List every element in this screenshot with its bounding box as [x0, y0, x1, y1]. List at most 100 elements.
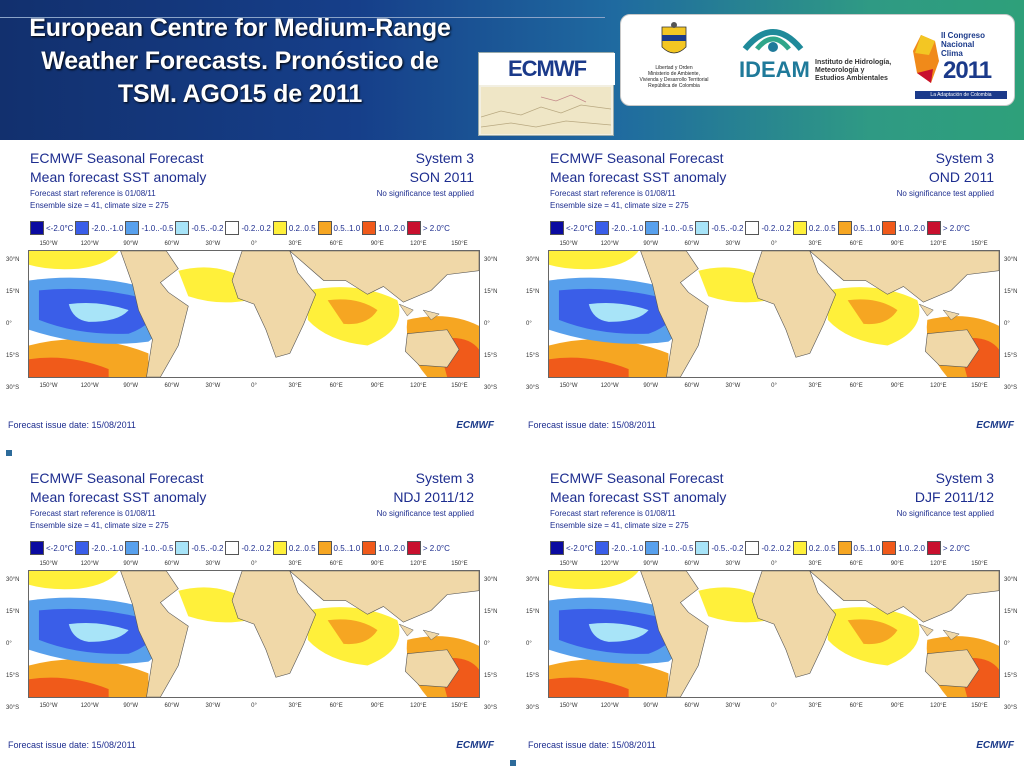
legend-swatch [695, 221, 710, 235]
color-legend: <-2.0°C -2.0..-1.0 -1.0..-0.5 -0.5..-0.2… [550, 540, 1002, 556]
lon-label: 90°W [123, 561, 139, 567]
lat-axis-right: 30°N 15°N 0° 15°S 30°S [484, 570, 504, 711]
lon-label: 120°W [80, 703, 99, 709]
lon-label: 150°E [451, 241, 468, 247]
legend-item: 0.2..0.5 [792, 220, 836, 236]
lon-label: 60°W [684, 703, 700, 709]
lon-label: 90°W [123, 383, 139, 389]
legend-item: -0.2..0.2 [745, 540, 791, 556]
lat-label: 15°S [1004, 353, 1018, 360]
lon-label: 120°E [930, 561, 947, 567]
legend-label: -0.5..-0.2 [191, 223, 224, 233]
forecast-panel: ECMWF Seasonal Forecast Mean forecast SS… [2, 142, 502, 452]
lon-label: 120°W [80, 383, 99, 389]
lon-label: 30°E [288, 383, 302, 389]
lat-label: 0° [526, 321, 532, 328]
season-label: NDJ 2011/12 [393, 489, 474, 505]
issue-date: Forecast issue date: 15/08/2011 [8, 420, 136, 430]
lon-label: 60°W [684, 241, 700, 247]
legend-label: -0.2..0.2 [241, 543, 271, 553]
legend-swatch [595, 221, 610, 235]
lon-label: 90°E [370, 561, 384, 567]
legend-swatch [75, 541, 90, 555]
lat-label: 0° [1004, 641, 1010, 648]
lon-label: 60°W [164, 383, 180, 389]
ecmwf-logo: ECMWF [507, 56, 587, 81]
legend-label: -1.0..-0.5 [661, 543, 694, 553]
forecast-panel: ECMWF Seasonal Forecast Mean forecast SS… [522, 462, 1022, 768]
lat-axis-left: 30°N 15°N 0° 15°S 30°S [6, 250, 26, 391]
lat-axis-left: 30°N 15°N 0° 15°S 30°S [6, 570, 26, 711]
lat-label: 15°S [6, 673, 20, 680]
lat-axis-right: 30°N 15°N 0° 15°S 30°S [484, 250, 504, 391]
ecmwf-logo-box: ECMWF [478, 52, 615, 136]
lat-label: 15°N [6, 609, 20, 616]
panel-title: ECMWF Seasonal Forecast [550, 470, 724, 486]
title-line-2: Weather Forecasts. Pronóstico de [41, 47, 439, 75]
lon-label: 30°W [725, 561, 741, 567]
season-label: SON 2011 [409, 169, 474, 185]
lon-label: 30°W [725, 703, 741, 709]
legend-swatch [695, 541, 710, 555]
lat-label: 30°N [6, 257, 20, 264]
lon-axis-top: 150°W 120°W 90°W 60°W 30°W 0° 30°E 60°E 90°E 120°… [548, 561, 1000, 569]
lat-label: 30°S [1004, 385, 1018, 392]
lat-label: 30°N [526, 257, 540, 264]
colombia-map-icon [913, 35, 939, 83]
legend-label: 1.0..2.0 [378, 223, 405, 233]
significance-note: No significance test applied [376, 189, 474, 198]
legend-swatch [225, 541, 240, 555]
legend-label: -0.2..0.2 [761, 223, 791, 233]
lon-label: 150°W [559, 703, 578, 709]
lon-axis-bottom: 150°W 120°W 90°W 60°W 30°W 0° 30°E 60°E 90°E 120°… [28, 703, 480, 711]
header-banner: European Centre for Medium-Range Weather… [0, 0, 1024, 140]
lon-label: 30°E [808, 383, 822, 389]
start-reference: Forecast start reference is 01/08/11 [30, 509, 156, 518]
legend-item: -0.5..-0.2 [695, 220, 743, 236]
lon-label: 90°E [890, 703, 904, 709]
legend-item: -0.5..-0.2 [695, 540, 743, 556]
panel-subtitle: Mean forecast SST anomaly [550, 489, 727, 505]
legend-label: -1.0..-0.5 [661, 223, 694, 233]
ecmwf-footer-logo: ECMWF [976, 740, 1014, 751]
lon-label: 150°E [971, 241, 988, 247]
panel-subtitle: Mean forecast SST anomaly [30, 169, 207, 185]
legend-item: 0.2..0.5 [272, 540, 316, 556]
lon-label: 30°W [205, 561, 221, 567]
lat-axis-left: 30°N 15°N 0° 15°S 30°S [526, 570, 546, 711]
slide-bullet [510, 760, 516, 766]
legend-swatch [175, 541, 190, 555]
lon-label: 60°E [329, 703, 343, 709]
lon-label: 120°W [80, 561, 99, 567]
sst-anomaly-map [28, 250, 480, 378]
legend-item: -0.5..-0.2 [175, 220, 223, 236]
color-legend: <-2.0°C -2.0..-1.0 -1.0..-0.5 -0.5..-0.2… [550, 220, 1002, 236]
legend-label: -0.5..-0.2 [711, 543, 744, 553]
lon-label: 0° [251, 561, 257, 567]
title-line-3: TSM. AGO15 de 2011 [117, 80, 363, 108]
lon-label: 150°E [971, 383, 988, 389]
legend-label: 0.5..1.0 [333, 543, 361, 553]
lon-label: 60°W [684, 561, 700, 567]
legend-label: -1.0..-0.5 [141, 543, 174, 553]
lon-label: 30°W [725, 241, 741, 247]
slide-bullet [6, 450, 12, 456]
lon-label: 0° [251, 383, 257, 389]
institution-logos: Libertad y Orden Ministerio de Ambiente,… [620, 14, 1015, 106]
legend-label: <-2.0°C [566, 223, 594, 233]
lon-label: 90°E [890, 383, 904, 389]
lat-label: 0° [484, 321, 490, 328]
legend-swatch [30, 221, 44, 235]
legend-label: 1.0..2.0 [898, 543, 925, 553]
lon-label: 60°E [329, 561, 343, 567]
lon-label: 150°W [39, 703, 58, 709]
lon-label: 120°E [930, 241, 947, 247]
lat-label: 15°N [484, 609, 498, 616]
lon-axis-top: 150°W 120°W 90°W 60°W 30°W 0° 30°E 60°E 90°E 120°… [28, 561, 480, 569]
legend-swatch [317, 221, 332, 235]
panel-subtitle: Mean forecast SST anomaly [30, 489, 207, 505]
lon-label: 120°W [600, 383, 619, 389]
legend-item: -1.0..-0.5 [645, 220, 693, 236]
issue-date: Forecast issue date: 15/08/2011 [528, 420, 656, 430]
legend-label: <-2.0°C [566, 543, 594, 553]
